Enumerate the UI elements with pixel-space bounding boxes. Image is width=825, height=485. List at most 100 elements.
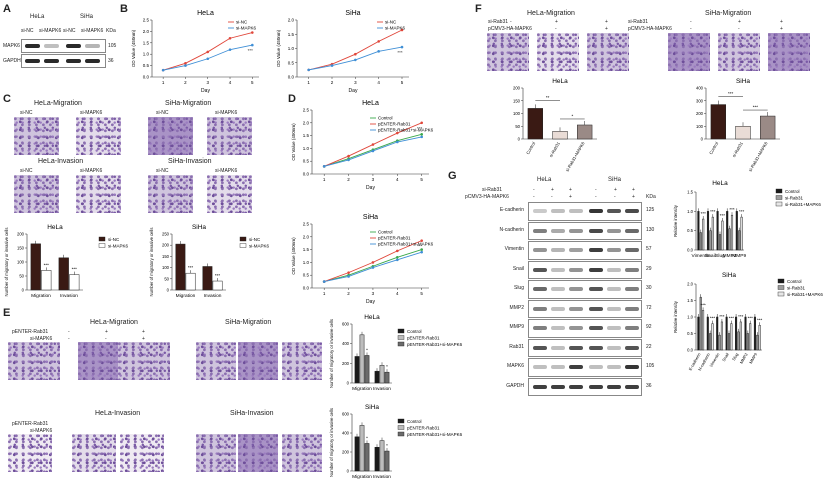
f-img-hela-a	[487, 33, 529, 71]
chart-title: SiHa	[363, 214, 378, 221]
f-sign-11: -	[738, 26, 740, 32]
g-blot-kda: 125	[646, 207, 655, 213]
significance-mark: **	[546, 95, 550, 100]
g-band	[607, 248, 621, 253]
data-point	[377, 50, 380, 53]
bar	[354, 356, 360, 384]
bar	[730, 323, 733, 351]
significance-mark: *	[366, 435, 368, 440]
x-tick-label: 1	[323, 177, 326, 182]
x-tick-label: 4	[396, 291, 399, 296]
c-siha-bar-chart: SiHa 0 50 100 150 200 250 Number of migratory o…	[149, 224, 270, 299]
chart-title: SiHa	[722, 272, 736, 279]
bar	[746, 333, 749, 351]
bar	[69, 274, 80, 291]
e-img-title-4: SiHa-Invasion	[230, 410, 274, 417]
data-point	[420, 250, 423, 254]
category-label: Invasion	[60, 293, 78, 299]
data-point	[322, 280, 326, 283]
y-tick-label: 1.5	[303, 133, 310, 138]
legend-label: pENTER-Rab31+si-MAPK6	[378, 242, 434, 247]
y-tick-label: 50	[164, 276, 169, 281]
y-tick-label: 200	[17, 232, 25, 237]
category-label: Control	[708, 141, 719, 155]
y-tick-label: 150	[513, 98, 521, 103]
significance-mark: ***	[738, 314, 744, 319]
y-tick-label: 2.0	[303, 120, 310, 125]
data-point	[347, 154, 350, 158]
f-sign-6: +	[605, 26, 608, 32]
g-sign-4: -	[533, 194, 535, 200]
e-siha-bar-chart: SiHa 0 200 400 600 Number of migratory or inv…	[329, 404, 463, 480]
bar	[212, 280, 223, 291]
g-blot-kda: 29	[646, 265, 652, 272]
bar	[552, 131, 568, 140]
a-group-siha: SiHa	[80, 14, 94, 20]
g-band	[569, 345, 583, 350]
data-point	[371, 266, 375, 269]
significance-mark: *	[366, 347, 368, 352]
bar	[718, 334, 721, 351]
g-band	[569, 287, 583, 292]
g-band	[551, 365, 565, 370]
bar	[709, 230, 712, 251]
c-img-title-1: HeLa-Migration	[34, 100, 82, 107]
bar	[753, 316, 756, 351]
a-kda-mapk6: 105	[108, 43, 117, 49]
f-siha-bar-chart: SiHa 0 100 200 300 400 Control si-Rab31 si-Rab31…	[696, 78, 780, 172]
g-blot-label: N-cadherin	[499, 226, 524, 233]
f-sign-10: -	[690, 26, 692, 32]
g-band	[569, 267, 583, 272]
g-band	[533, 306, 547, 311]
y-tick-label: 0.0	[143, 75, 150, 80]
bar	[175, 243, 186, 291]
legend-label: Control	[407, 329, 422, 334]
e-img4-b	[238, 434, 278, 472]
y-tick-label: 200	[513, 86, 521, 91]
significance-mark: *	[386, 364, 388, 369]
y-tick-label: 2.5	[303, 108, 310, 113]
g-sign-5: -	[551, 194, 553, 200]
bar	[706, 316, 709, 351]
g-blot-strip	[528, 299, 642, 318]
g-blot-strip	[528, 358, 642, 377]
legend-label: pENTER-Rab31+si-MAPK6	[407, 432, 463, 437]
data-point	[371, 143, 375, 146]
bar	[30, 243, 41, 291]
bar	[758, 325, 761, 351]
bar	[721, 220, 724, 251]
bar	[354, 436, 360, 472]
data-point	[228, 48, 232, 51]
g-sign-10: -	[595, 194, 597, 200]
x-tick-label: 4	[396, 177, 399, 182]
significance-mark: ***	[720, 213, 726, 218]
y-tick-label: 1.5	[303, 247, 310, 252]
bar	[760, 115, 776, 140]
y-tick-label: 0.0	[687, 248, 693, 253]
c-img1-l1: si-NC	[20, 110, 33, 116]
g-blot-label: Vimentin	[504, 246, 524, 252]
y-axis-label: OD Value (450nm)	[291, 237, 296, 275]
y-tick-label: 1.0	[303, 146, 310, 151]
g-blot-strip	[528, 221, 642, 240]
g-blot-strip	[528, 338, 642, 357]
y-tick-label: 0.5	[303, 159, 310, 164]
legend-label: si-Rab31+MAPK6	[785, 202, 821, 207]
f-sign-12: +	[780, 26, 783, 32]
significance-mark: *	[571, 113, 573, 118]
chart-title: HeLa	[47, 224, 63, 231]
y-tick-label: 2.5	[303, 222, 310, 227]
y-tick-label: 1.5	[687, 190, 693, 195]
c-img-title-2: SiHa-Migration	[165, 100, 212, 107]
panel-c-label: C	[3, 93, 11, 105]
chart-title: HeLa	[197, 10, 214, 17]
g-band	[533, 287, 547, 292]
data-point	[420, 133, 423, 136]
g-band	[551, 306, 565, 311]
g-band	[569, 365, 583, 370]
g-band	[607, 365, 621, 370]
y-tick-label: 200	[162, 243, 170, 248]
bar	[728, 228, 731, 251]
y-tick-label: 100	[17, 260, 25, 265]
y-tick-label: 50	[19, 274, 24, 279]
